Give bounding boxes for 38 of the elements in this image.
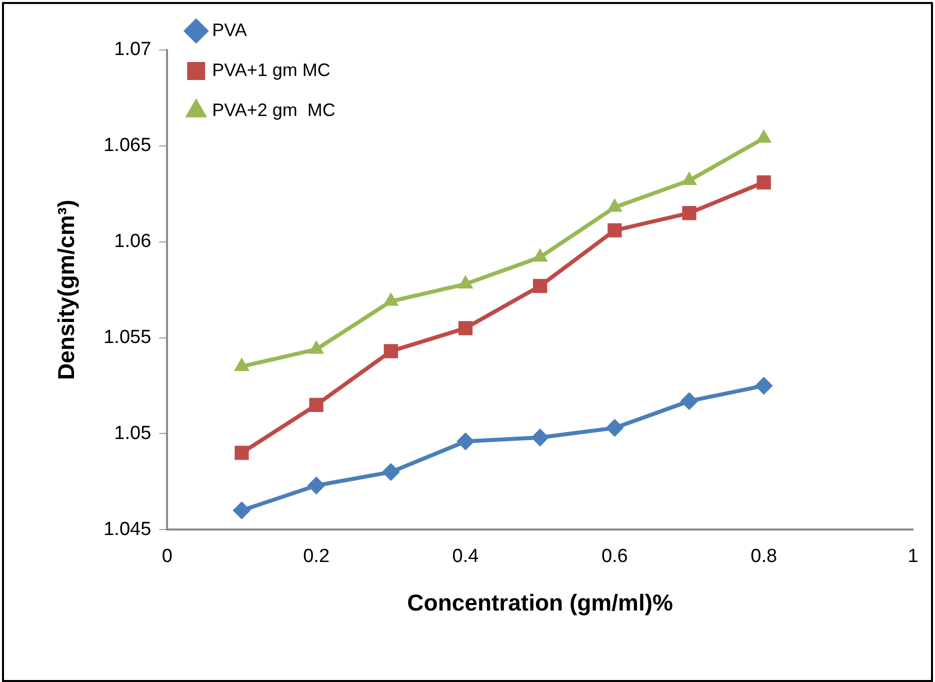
x-tick-label: 0.4 [452,546,480,568]
point [532,248,548,262]
y-tick-label: 1.05 [114,422,152,444]
point [456,432,474,450]
x-axis-title: Concentration (gm/ml)% [407,590,673,616]
y-tick-label: 1.055 [104,326,152,348]
point [307,476,326,494]
point [234,446,249,460]
point [756,129,772,143]
point [458,275,474,289]
point [309,398,324,412]
x-tick-label: 0.8 [750,546,778,568]
x-tick-label: 0 [162,546,172,568]
point [531,428,550,447]
point [533,278,548,294]
point [680,392,698,410]
y-axis-title: Density(gm/cm³) [53,200,80,380]
point [382,463,400,482]
point [308,340,324,354]
y-tick-label: 1.045 [104,518,152,540]
point [606,418,624,437]
point [458,321,473,336]
point [232,501,251,520]
x-tick-label: 0.6 [601,546,628,568]
x-tick-label: 1 [908,546,918,568]
point [383,292,399,306]
point [681,171,698,185]
y-tick-label: 1.07 [114,39,152,60]
y-tick-label: 1.06 [114,231,152,252]
legend-label: PVA+1 gm MC [212,60,330,80]
point [384,344,398,358]
x-tick-label: 0.2 [303,546,330,568]
point [754,376,773,395]
y-tick-label: 1.065 [104,135,152,156]
legend-label: PVA+2 gm MC [212,100,336,120]
point [234,358,250,372]
point [606,198,622,212]
legend-label: PVA [212,20,247,40]
